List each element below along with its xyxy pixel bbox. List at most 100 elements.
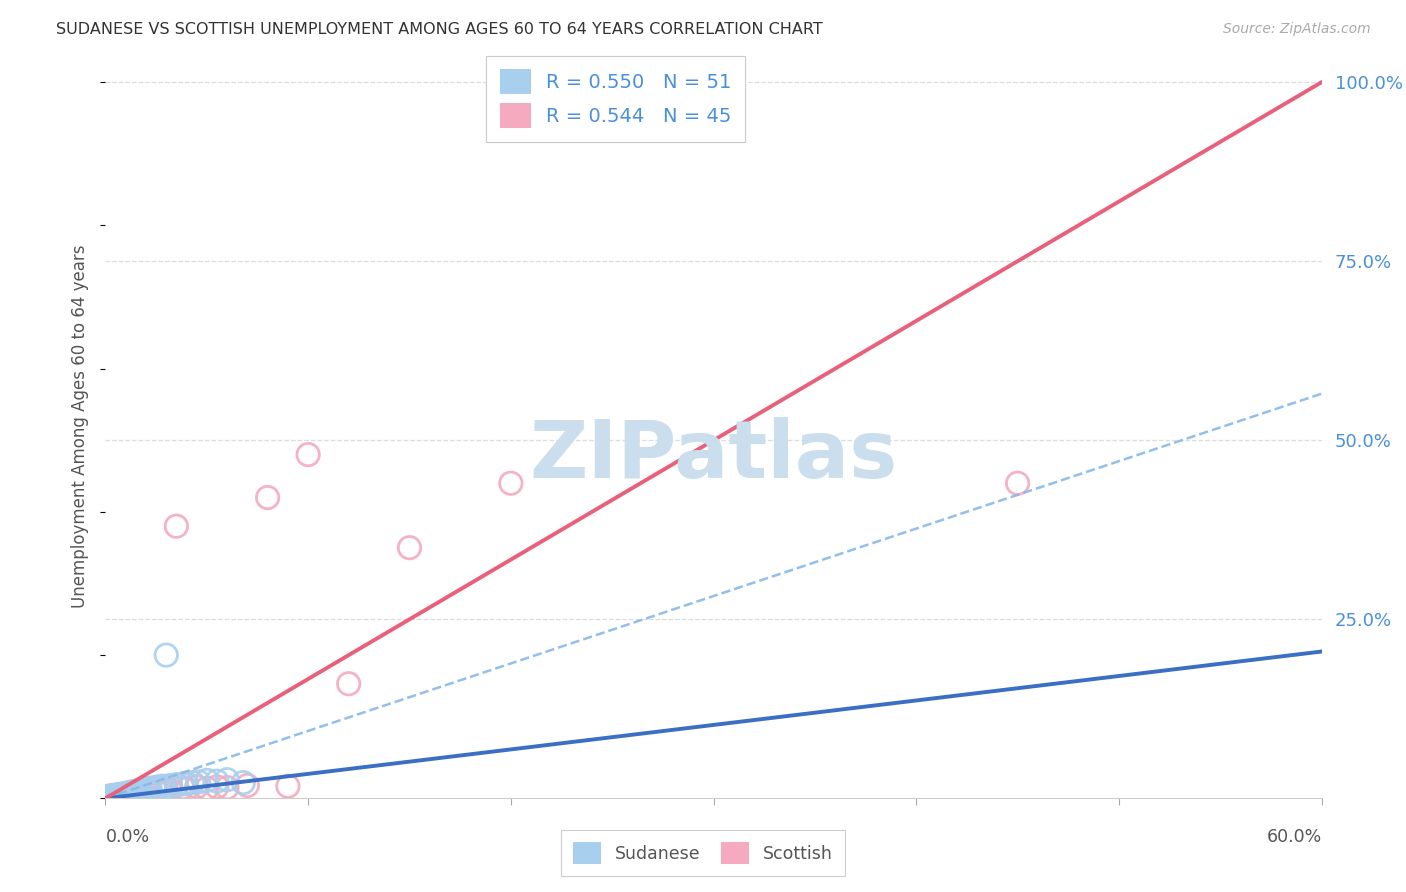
Point xyxy=(114,788,136,802)
Point xyxy=(129,786,152,800)
Point xyxy=(94,790,117,805)
Point xyxy=(297,448,319,462)
Point xyxy=(277,779,299,793)
Point xyxy=(103,789,125,804)
Point xyxy=(145,781,167,796)
Point xyxy=(100,789,122,804)
Point xyxy=(98,790,121,805)
Point xyxy=(104,789,127,803)
Point xyxy=(159,783,181,797)
Y-axis label: Unemployment Among Ages 60 to 64 years: Unemployment Among Ages 60 to 64 years xyxy=(72,244,90,607)
Point xyxy=(117,787,139,801)
Point xyxy=(111,788,134,802)
Point xyxy=(96,790,118,805)
Point xyxy=(104,789,127,804)
Point xyxy=(107,788,129,802)
Point xyxy=(108,789,131,803)
Point xyxy=(114,787,136,801)
Legend: Sudanese, Scottish: Sudanese, Scottish xyxy=(561,830,845,876)
Text: Source: ZipAtlas.com: Source: ZipAtlas.com xyxy=(1223,22,1371,37)
Point xyxy=(98,789,121,804)
Point xyxy=(150,784,173,798)
Point xyxy=(129,783,152,797)
Point xyxy=(172,780,194,795)
Point xyxy=(122,786,145,800)
Point xyxy=(139,781,162,796)
Point xyxy=(176,776,198,790)
Point xyxy=(100,789,122,804)
Point xyxy=(107,789,129,803)
Point xyxy=(236,779,259,793)
Text: ZIPatlas: ZIPatlas xyxy=(530,417,897,495)
Point xyxy=(94,790,117,805)
Point xyxy=(181,775,204,789)
Point xyxy=(186,780,208,794)
Point xyxy=(155,782,177,797)
Point xyxy=(139,785,162,799)
Point xyxy=(155,648,177,662)
Point xyxy=(108,788,131,802)
Point xyxy=(96,790,118,805)
Point xyxy=(118,789,141,803)
Point xyxy=(94,791,117,805)
Point xyxy=(125,784,148,798)
Point xyxy=(111,787,134,801)
Point xyxy=(104,789,127,804)
Point xyxy=(398,541,420,555)
Point xyxy=(103,789,125,804)
Point xyxy=(127,785,149,799)
Point xyxy=(111,789,134,803)
Point xyxy=(103,789,125,804)
Point xyxy=(135,784,157,798)
Point xyxy=(136,782,159,797)
Point xyxy=(1007,476,1029,491)
Point xyxy=(100,789,122,804)
Point xyxy=(100,790,122,805)
Point xyxy=(146,780,169,794)
Point xyxy=(159,779,181,793)
Point xyxy=(131,784,153,798)
Point xyxy=(98,790,121,805)
Point xyxy=(127,786,149,800)
Point xyxy=(117,786,139,800)
Point xyxy=(232,775,254,789)
Point xyxy=(217,780,239,795)
Point xyxy=(195,781,218,796)
Legend: R = 0.550   N = 51, R = 0.544   N = 45: R = 0.550 N = 51, R = 0.544 N = 45 xyxy=(486,56,745,142)
Point xyxy=(256,491,278,505)
Point xyxy=(98,789,121,804)
Point xyxy=(172,777,194,791)
Point xyxy=(176,782,198,797)
Point xyxy=(205,774,228,789)
Point xyxy=(150,779,173,793)
Point xyxy=(165,519,187,533)
Point xyxy=(118,786,141,800)
Point xyxy=(217,772,239,787)
Point xyxy=(103,789,125,803)
Point xyxy=(499,476,522,491)
Text: 0.0%: 0.0% xyxy=(105,828,149,846)
Point xyxy=(187,775,209,789)
Point xyxy=(103,789,125,803)
Point xyxy=(112,789,135,803)
Point xyxy=(131,785,153,799)
Point xyxy=(135,782,157,797)
Point xyxy=(195,773,218,788)
Point xyxy=(112,788,135,802)
Point xyxy=(205,780,228,794)
Text: SUDANESE VS SCOTTISH UNEMPLOYMENT AMONG AGES 60 TO 64 YEARS CORRELATION CHART: SUDANESE VS SCOTTISH UNEMPLOYMENT AMONG … xyxy=(56,22,823,37)
Point xyxy=(96,789,118,804)
Point xyxy=(104,789,127,804)
Point xyxy=(100,790,122,805)
Point xyxy=(125,786,148,800)
Text: 60.0%: 60.0% xyxy=(1267,828,1322,846)
Point xyxy=(114,786,136,800)
Point xyxy=(96,791,118,805)
Point xyxy=(94,791,117,805)
Point xyxy=(121,785,143,799)
Point xyxy=(107,789,129,804)
Point xyxy=(165,778,187,792)
Point xyxy=(96,789,118,804)
Point xyxy=(121,787,143,801)
Point xyxy=(337,677,360,691)
